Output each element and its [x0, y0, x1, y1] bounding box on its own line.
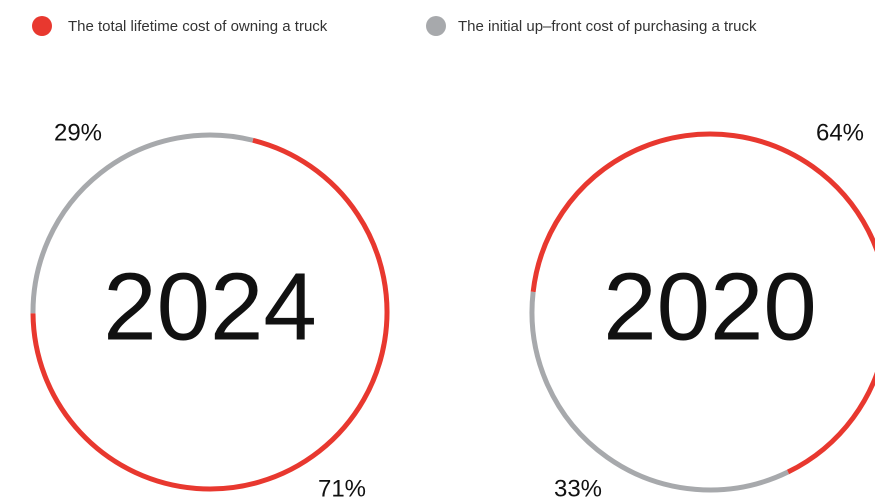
- donut-segment: [30, 137, 390, 492]
- value-label: 64%: [816, 119, 864, 146]
- center-label: 2020: [603, 253, 817, 360]
- donut-segment: [529, 291, 790, 493]
- legend-label: The total lifetime cost of owning a truc…: [68, 18, 328, 35]
- value-label: 33%: [554, 475, 602, 502]
- legend-label: The initial up–front cost of purchasing …: [458, 18, 757, 35]
- donut-segment: [530, 131, 875, 475]
- legend: The total lifetime cost of owning a truc…: [32, 16, 757, 36]
- donut-segment: [30, 132, 254, 314]
- value-label: 29%: [54, 119, 102, 146]
- center-label: 2024: [103, 253, 317, 360]
- legend-swatch: [32, 16, 52, 36]
- value-label: 71%: [318, 475, 366, 502]
- legend-swatch: [426, 16, 446, 36]
